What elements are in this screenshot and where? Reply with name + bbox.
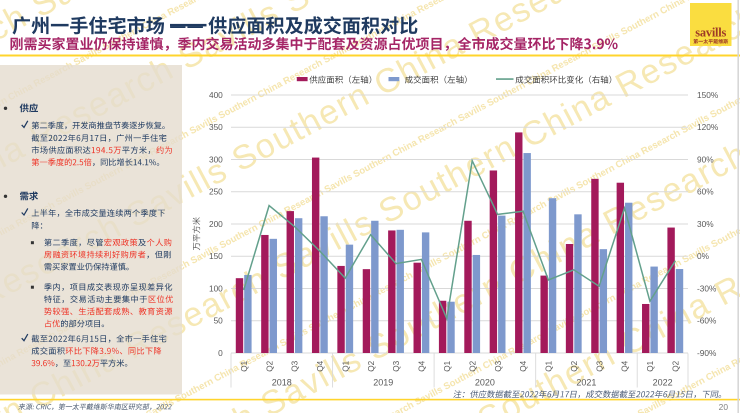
svg-text:2018: 2018 [272,378,292,388]
svg-text:Q4: Q4 [621,360,630,371]
svg-text:Q4: Q4 [316,360,325,371]
svg-text:90%: 90% [697,154,714,164]
svg-text:Q4: Q4 [519,360,528,371]
svg-text:savills: savills [695,25,726,39]
svg-text:Q2: Q2 [265,360,274,371]
svg-text:0: 0 [218,348,223,358]
svg-text:250: 250 [209,187,223,197]
svg-text:-60%: -60% [697,316,717,326]
svg-text:300: 300 [209,154,223,164]
svg-text:Q3: Q3 [494,360,503,371]
svg-text:Q2: Q2 [570,360,579,371]
svg-text:-90%: -90% [697,348,717,358]
svg-text:350: 350 [209,122,223,132]
svg-text:0%: 0% [697,251,710,261]
svg-text:Q1: Q1 [545,360,554,371]
svg-text:Q1: Q1 [443,360,452,371]
svg-text:Q2: Q2 [672,360,681,371]
svg-text:Q1: Q1 [646,360,655,371]
svg-text:-30%: -30% [697,283,717,293]
svg-text:60%: 60% [697,187,714,197]
svg-text:Q1: Q1 [240,360,249,371]
svg-text:Q3: Q3 [595,360,604,371]
svg-text:2019: 2019 [373,378,393,388]
svg-text:Q4: Q4 [418,360,427,371]
svg-text:20: 20 [719,402,729,412]
svg-text:Q1: Q1 [341,360,350,371]
svg-text:Q2: Q2 [468,360,477,371]
svg-text:200: 200 [209,219,223,229]
svg-text:30%: 30% [697,219,714,229]
svg-text:50: 50 [214,316,224,326]
svg-text:150: 150 [209,251,223,261]
svg-text:2021: 2021 [576,378,596,388]
svg-text:120%: 120% [697,122,719,132]
svg-text:100: 100 [209,283,223,293]
svg-text:Q2: Q2 [367,360,376,371]
svg-text:150%: 150% [697,90,719,100]
svg-text:Q3: Q3 [291,360,300,371]
svg-text:400: 400 [209,90,223,100]
svg-text:2020: 2020 [475,378,495,388]
svg-text:2022: 2022 [653,378,673,388]
svg-text:Q3: Q3 [392,360,401,371]
